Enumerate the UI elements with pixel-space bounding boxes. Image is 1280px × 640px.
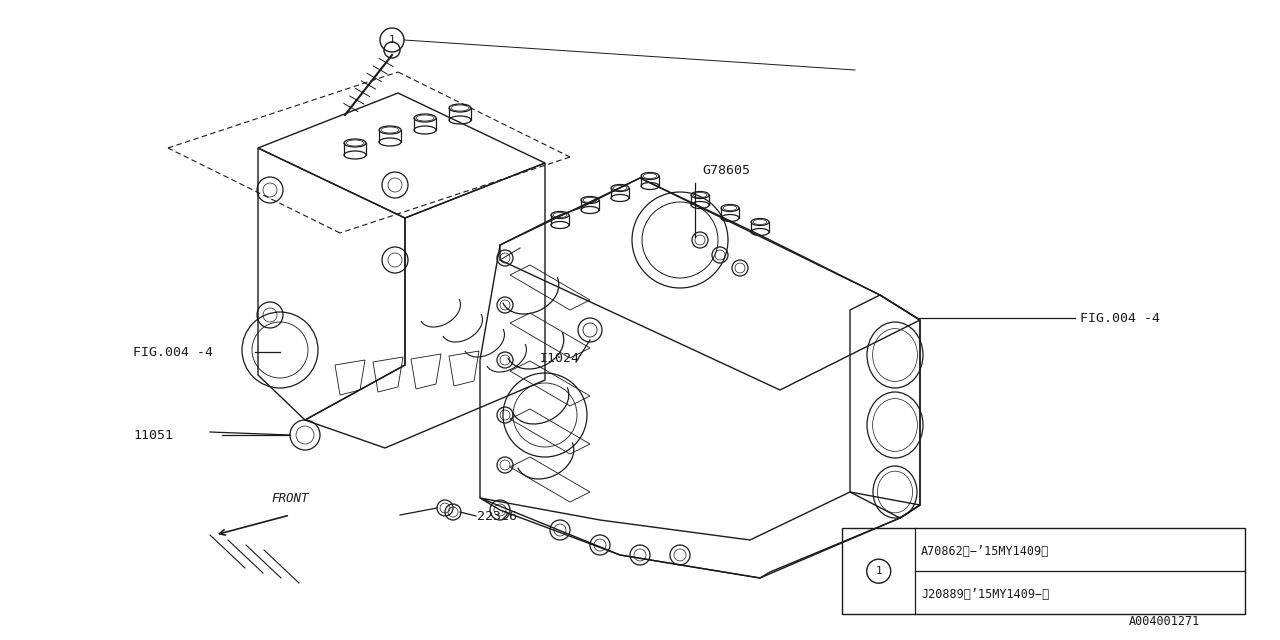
Text: FRONT: FRONT bbox=[271, 492, 308, 505]
Text: 1: 1 bbox=[389, 35, 396, 45]
Bar bbox=[842, 528, 1245, 614]
Text: FIG.004 -4: FIG.004 -4 bbox=[1080, 312, 1160, 324]
Text: A004001271: A004001271 bbox=[1129, 615, 1201, 628]
Text: 22326: 22326 bbox=[477, 509, 517, 522]
Text: A70862（−’15MY1409）: A70862（−’15MY1409） bbox=[922, 545, 1050, 558]
Text: 1: 1 bbox=[876, 566, 882, 576]
Text: 11051: 11051 bbox=[133, 429, 173, 442]
Text: J20889（’15MY1409−）: J20889（’15MY1409−） bbox=[922, 588, 1050, 601]
Text: G78605: G78605 bbox=[701, 163, 750, 177]
Text: I1024: I1024 bbox=[540, 351, 580, 365]
Text: FIG.004 -4: FIG.004 -4 bbox=[133, 346, 212, 358]
